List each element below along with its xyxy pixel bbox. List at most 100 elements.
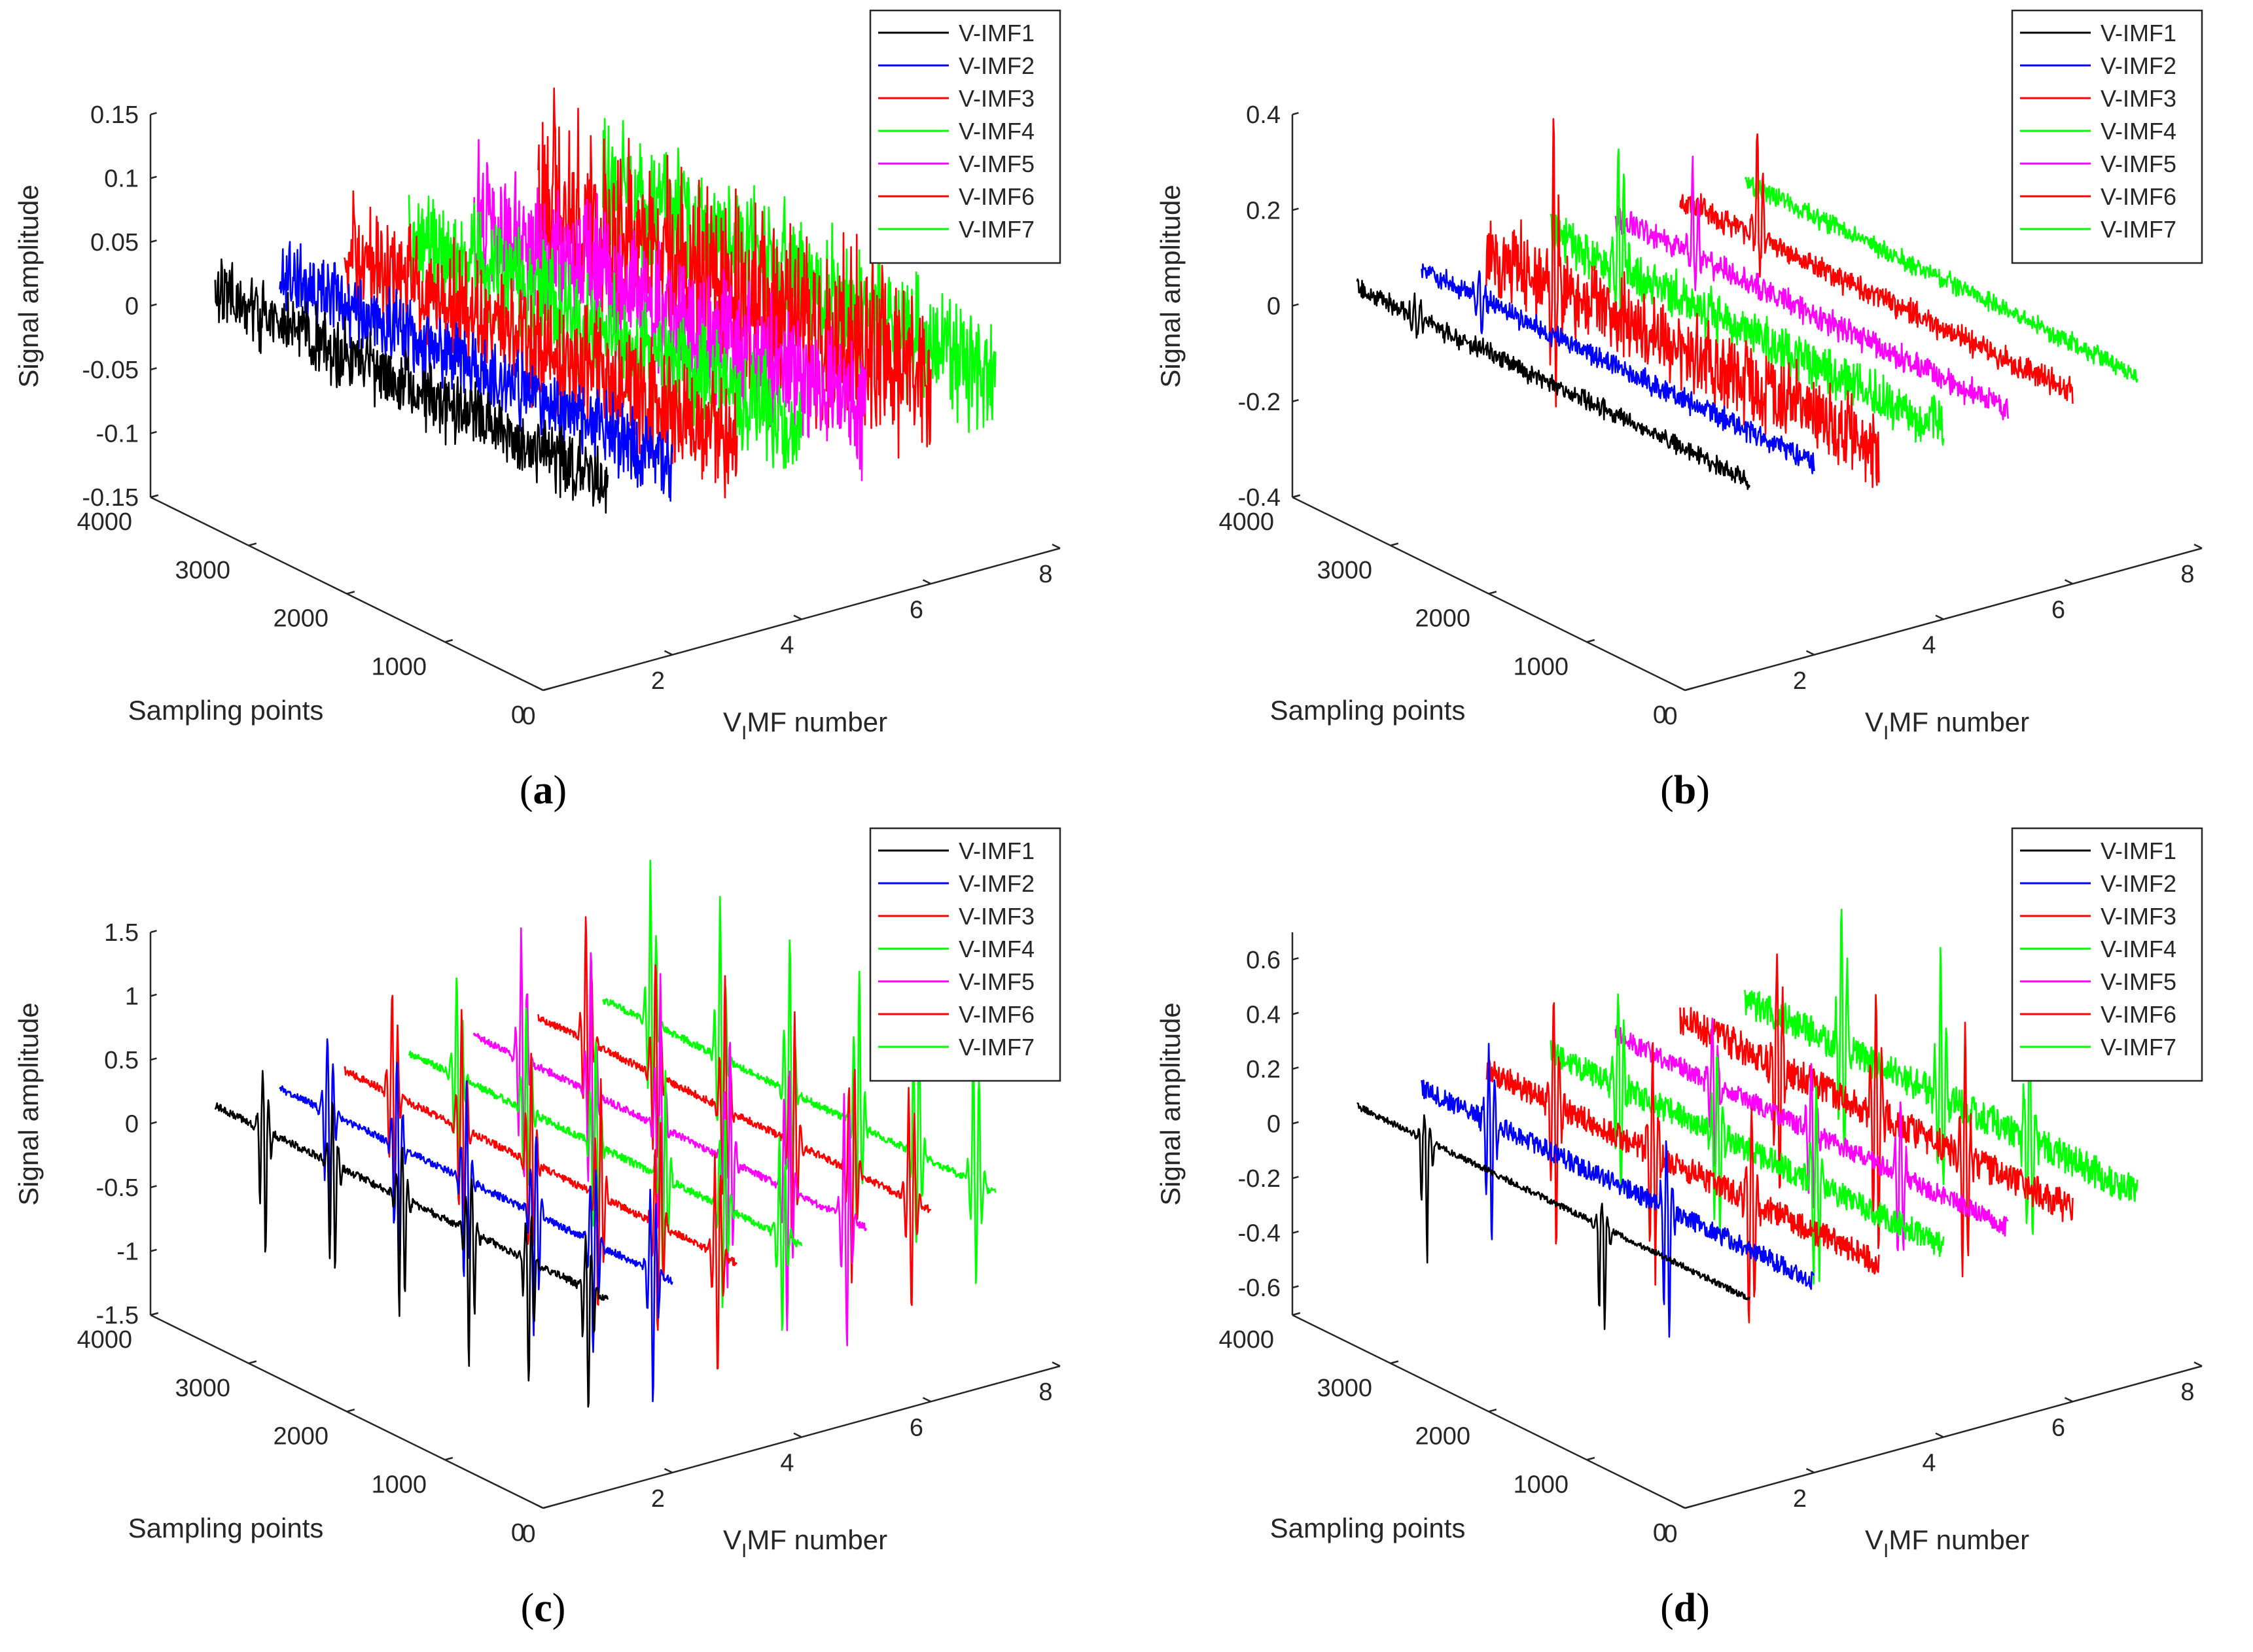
x-tick-label: 6 (910, 596, 923, 624)
series-line-v-imf2 (279, 1038, 673, 1403)
series-line-v-imf3 (344, 994, 737, 1370)
x-tick (1935, 614, 1944, 620)
y-tick-label: 2000 (273, 1423, 328, 1450)
legend-label: V-IMF1 (959, 837, 1035, 864)
series-line-v-imf5 (1614, 1017, 2009, 1252)
z-tick-label: 0.15 (90, 101, 139, 129)
x-tick (1052, 543, 1061, 550)
y-tick-label: 2000 (273, 605, 328, 633)
caption-paren: ( (520, 768, 533, 813)
x-tick-label: 0 (1663, 1520, 1677, 1548)
legend-label: V-IMF4 (2101, 118, 2176, 145)
x-tick-label: 8 (1038, 1379, 1052, 1406)
series-group (214, 87, 997, 514)
x-axis-label-subscript: I (741, 722, 747, 744)
y-tick (346, 591, 355, 595)
z-tick (1292, 398, 1299, 402)
y-tick-label: 3000 (1317, 1375, 1372, 1402)
caption-paren: ( (1660, 1586, 1674, 1630)
x-tick (1935, 1432, 1944, 1438)
z-tick (150, 495, 157, 499)
z-tick (1292, 1066, 1299, 1070)
caption-paren: ( (521, 1586, 535, 1630)
z-tick-label: -0.1 (96, 421, 139, 448)
y-tick-label: 4000 (1218, 1326, 1274, 1354)
z-tick (150, 431, 157, 434)
x-tick-label: 0 (1663, 703, 1677, 730)
legend-label: V-IMF7 (2101, 216, 2176, 243)
y-tick (1586, 1456, 1595, 1461)
x-tick (1676, 1503, 1686, 1509)
legend-label: V-IMF6 (959, 1001, 1035, 1028)
panel-b: 0 2 4 6 8 0 1000 2000 3000 4000-0.4 -0.2 0 0.2 0.4 Sig… (1155, 9, 2203, 813)
z-tick (1292, 112, 1299, 116)
caption-letter: c (534, 1586, 552, 1630)
legend: V-IMF1 V-IMF2 V-IMF3 V-IMF4 V-IMF5 V-IMF6 V-IM… (2011, 827, 2203, 1082)
legend-label: V-IMF2 (2101, 52, 2176, 79)
x-tick-label: 2 (1793, 1485, 1807, 1513)
series-line-v-imf7 (602, 860, 997, 1284)
y-tick (542, 1505, 552, 1509)
z-tick-label: 0.05 (90, 229, 139, 256)
z-tick-label: -0.4 (1238, 1220, 1281, 1248)
x-tick (664, 650, 673, 656)
x-tick-label: 6 (2051, 596, 2065, 624)
x-tick-label: 4 (780, 632, 794, 659)
series-line-v-imf5 (472, 927, 868, 1346)
series-line-v-imf4 (1550, 993, 1945, 1285)
x-axis-label-part: MF number (1889, 707, 2029, 737)
axes: 0 2 4 6 8 0 1000 2000 3000 4000-0.4 -0.2 0 0.2 0.4 (1218, 101, 2203, 730)
x-tick (922, 1397, 932, 1403)
z-tick (150, 993, 157, 997)
caption-paren: ) (1696, 768, 1710, 813)
legend-label: V-IMF4 (959, 118, 1035, 145)
z-tick (150, 175, 157, 179)
series-line-v-imf2 (1421, 1043, 1815, 1338)
z-tick (1292, 957, 1299, 960)
series-line-v-imf3 (1485, 118, 1880, 488)
y-tick (346, 1409, 355, 1413)
y-tick (1390, 1360, 1399, 1364)
series-line-v-imf3 (344, 190, 738, 499)
axes: 0 2 4 6 8 0 1000 2000 3000 4000-1.5 -1 -0.5 0 0.5 1 1.5 (77, 919, 1061, 1548)
z-tick-label: 0 (1267, 293, 1281, 321)
panel-caption: (c) (521, 1586, 566, 1630)
x-axis-label: VIMF number (1865, 707, 2029, 744)
caption-paren: ( (1660, 768, 1674, 813)
legend-label: V-IMF6 (2101, 1001, 2176, 1028)
y-tick-label: 4000 (77, 508, 132, 536)
z-tick-label: -0.15 (82, 484, 139, 512)
z-tick-label: 0.5 (104, 1047, 139, 1074)
z-tick (150, 1185, 157, 1189)
x-tick (922, 579, 932, 585)
series-group (214, 860, 997, 1408)
z-tick (1292, 1285, 1299, 1289)
y-tick-label: 3000 (175, 1375, 230, 1402)
caption-letter: a (533, 768, 554, 813)
caption-letter: b (1674, 768, 1696, 813)
z-tick (1292, 495, 1299, 499)
z-tick (1292, 207, 1299, 211)
z-tick (1292, 1011, 1299, 1015)
y-tick (1292, 1312, 1301, 1316)
legend-label: V-IMF7 (959, 1034, 1035, 1061)
legend-label: V-IMF2 (2101, 870, 2176, 897)
z-tick-label: -0.5 (96, 1174, 139, 1202)
legend-label: V-IMF3 (2101, 85, 2176, 112)
x-tick-label: 4 (1922, 632, 1936, 659)
x-axis-label-subscript: I (1883, 1540, 1889, 1562)
z-tick-label: 0.2 (1246, 1056, 1281, 1083)
legend: V-IMF1 V-IMF2 V-IMF3 V-IMF4 V-IMF5 V-IMF6 V-IM… (869, 9, 1061, 264)
z-tick-label: -0.2 (1238, 1165, 1281, 1193)
z-tick-label: -0.2 (1238, 389, 1281, 416)
x-axis-label-part: V (1865, 707, 1883, 737)
z-axis-label: Signal amplitude (13, 185, 44, 388)
series-line-v-imf3 (1485, 1002, 1880, 1324)
y-tick-label: 0 (1653, 701, 1667, 729)
series-line-v-imf1 (1356, 278, 1751, 490)
z-tick-label: 0.6 (1246, 947, 1281, 974)
z-tick (150, 1057, 157, 1061)
legend-label: V-IMF7 (959, 216, 1035, 243)
y-tick (248, 542, 257, 546)
